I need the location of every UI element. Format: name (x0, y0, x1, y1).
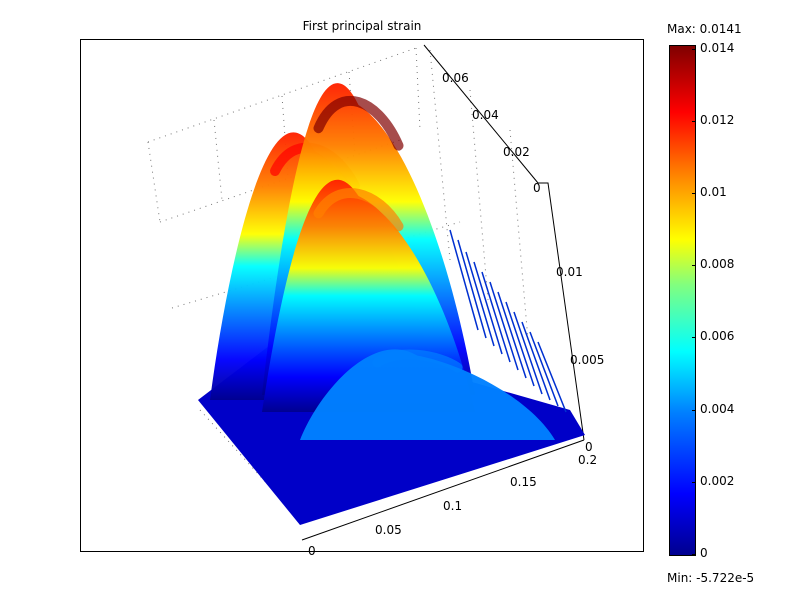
colorbar-tick (692, 120, 696, 122)
axes-box (80, 39, 644, 552)
spike (481, 271, 511, 363)
x-axis-line (301, 439, 585, 541)
ridge-cap-lower-middle (313, 188, 404, 232)
spike (465, 251, 495, 347)
ridge-cap-front (372, 349, 463, 373)
x-tick-label: 0.2 (578, 453, 597, 467)
spike (449, 229, 479, 331)
colorbar-tick-label: 0.012 (700, 112, 735, 127)
grid-line (199, 409, 301, 521)
colorbar-tick (692, 48, 696, 50)
grid-line (415, 47, 421, 131)
colorbar-tick-label: 0.006 (700, 329, 735, 344)
x-tick-label: 0 (308, 544, 316, 558)
spike (489, 281, 519, 371)
z-tick-labels: 0 0.005 0.01 (556, 265, 604, 454)
axis-lines (301, 44, 585, 541)
colorbar-tick-label: 0 (700, 545, 708, 560)
z-tick-label: 0.01 (556, 265, 583, 279)
grid-line (509, 129, 529, 341)
colorbar-tick (692, 192, 696, 194)
z-tick-label: 0 (585, 440, 593, 454)
spike (497, 291, 527, 379)
x-tick-label: 0.15 (510, 475, 537, 489)
colorbar-tick (692, 553, 696, 555)
colorbar-min-label: Min: -5.722e-5 (667, 571, 755, 585)
plot-title: First principal strain (302, 19, 422, 33)
colorbar-tick (692, 265, 696, 267)
ridge-cap-upper-middle (313, 96, 404, 151)
colorbar-tick-label: 0.014 (700, 40, 735, 55)
colorbar (669, 45, 696, 556)
z-axis-line (538, 182, 585, 441)
spike (521, 321, 551, 401)
spike (513, 311, 543, 395)
spike (537, 341, 567, 413)
colorbar-tick (692, 337, 696, 339)
colorbar-tick-label: 0.002 (700, 473, 735, 488)
spike (473, 261, 503, 355)
x-tick-labels: 0 0.05 0.1 0.15 0.2 (308, 453, 597, 558)
y-tick-label: 0.02 (503, 145, 530, 159)
y-tick-labels: 0 0.02 0.04 0.06 (442, 71, 541, 195)
z-tick-label: 0.005 (570, 353, 604, 367)
y-tick-label: 0.06 (442, 71, 469, 85)
colorbar-tick-label: 0.01 (700, 184, 727, 199)
spike (529, 331, 559, 407)
y-tick-label: 0.04 (472, 108, 499, 122)
colorbar-tick (692, 409, 696, 411)
colorbar-tick-label: 0.004 (700, 401, 735, 416)
surface-ridges (210, 83, 555, 440)
grid-line (213, 119, 223, 201)
ridge-front (300, 349, 555, 440)
spike (505, 301, 535, 387)
colorbar-tick (692, 481, 696, 483)
y-tick-label: 0 (533, 181, 541, 195)
grid-line (147, 141, 161, 223)
colorbar-tick-label: 0.008 (700, 257, 735, 272)
colorbar-max-label: Max: 0.0141 (667, 22, 742, 36)
spike-fringe (449, 229, 567, 413)
y-axis-line (423, 44, 539, 184)
x-tick-label: 0.05 (375, 523, 402, 537)
x-tick-label: 0.1 (443, 499, 462, 513)
spike (457, 239, 487, 339)
